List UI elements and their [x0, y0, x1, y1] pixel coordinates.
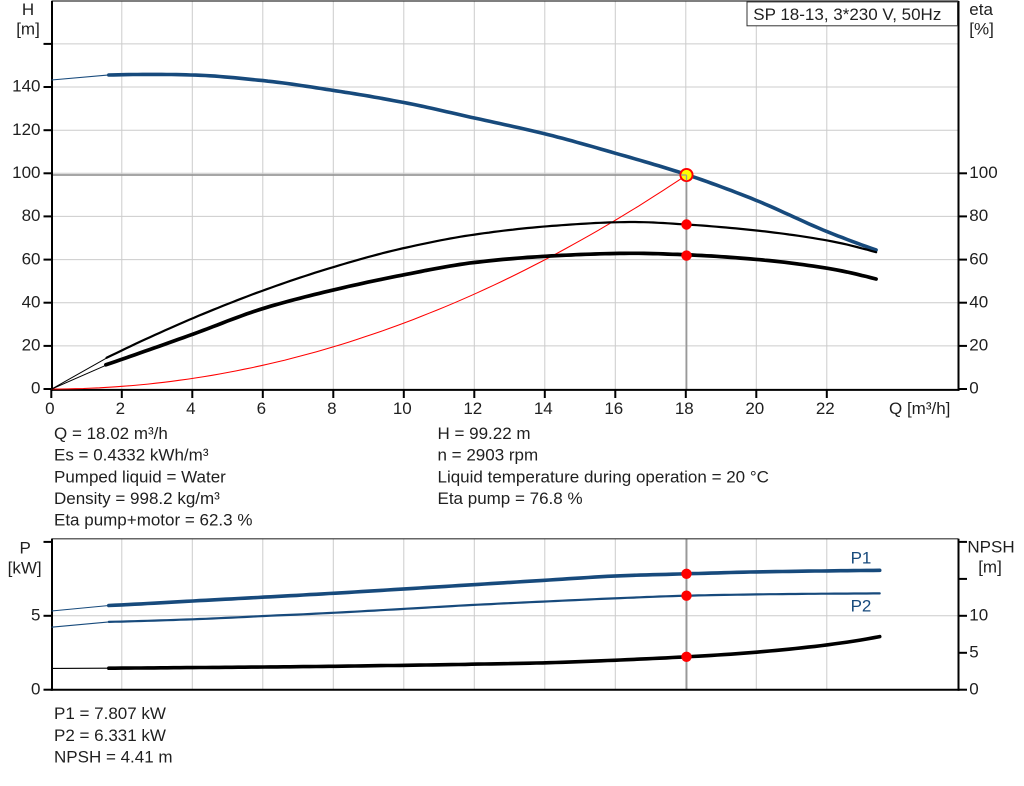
svg-text:P1 = 7.807 kW: P1 = 7.807 kW	[54, 704, 166, 723]
svg-text:[m]: [m]	[16, 20, 40, 39]
svg-text:Q = 18.02 m³/h: Q = 18.02 m³/h	[54, 424, 168, 443]
svg-text:60: 60	[969, 249, 988, 268]
svg-text:Q [m³/h]: Q [m³/h]	[889, 399, 950, 418]
svg-text:Es = 0.4332 kWh/m³: Es = 0.4332 kWh/m³	[54, 446, 209, 465]
svg-text:Density = 998.2 kg/m³: Density = 998.2 kg/m³	[54, 489, 220, 508]
svg-text:[%]: [%]	[969, 20, 994, 39]
svg-text:0: 0	[31, 379, 40, 398]
svg-text:H: H	[22, 0, 34, 19]
svg-text:80: 80	[969, 206, 988, 225]
svg-text:10: 10	[393, 399, 412, 418]
svg-text:120: 120	[12, 120, 40, 139]
svg-text:Liquid temperature during oper: Liquid temperature during operation = 20…	[438, 467, 769, 486]
svg-text:18: 18	[675, 399, 694, 418]
svg-text:[kW]: [kW]	[8, 559, 42, 578]
svg-text:0: 0	[45, 399, 54, 418]
svg-text:22: 22	[816, 399, 835, 418]
svg-text:40: 40	[969, 292, 988, 311]
svg-text:12: 12	[463, 399, 482, 418]
svg-text:P2 = 6.331 kW: P2 = 6.331 kW	[54, 726, 166, 745]
svg-text:5: 5	[31, 606, 40, 625]
svg-text:[m]: [m]	[978, 557, 1002, 576]
svg-text:20: 20	[745, 399, 764, 418]
svg-text:140: 140	[12, 77, 40, 96]
svg-text:20: 20	[969, 336, 988, 355]
svg-text:60: 60	[22, 249, 41, 268]
svg-text:P1: P1	[851, 548, 872, 567]
svg-text:5: 5	[969, 643, 978, 662]
svg-text:n = 2903 rpm: n = 2903 rpm	[438, 446, 539, 465]
svg-text:8: 8	[327, 399, 336, 418]
svg-text:P2: P2	[851, 597, 872, 616]
svg-text:SP 18-13, 3*230 V, 50Hz: SP 18-13, 3*230 V, 50Hz	[753, 5, 941, 24]
svg-text:80: 80	[22, 206, 41, 225]
svg-text:NPSH = 4.41 m: NPSH = 4.41 m	[54, 748, 173, 767]
svg-text:NPSH: NPSH	[967, 538, 1014, 557]
svg-text:14: 14	[534, 399, 553, 418]
svg-text:H = 99.22 m: H = 99.22 m	[438, 424, 531, 443]
svg-text:100: 100	[12, 163, 40, 182]
svg-text:0: 0	[969, 379, 978, 398]
svg-text:eta: eta	[969, 0, 993, 19]
svg-text:20: 20	[22, 336, 41, 355]
svg-text:2: 2	[116, 399, 125, 418]
svg-text:Pumped liquid = Water: Pumped liquid = Water	[54, 467, 226, 486]
svg-text:Eta pump = 76.8 %: Eta pump = 76.8 %	[438, 489, 583, 508]
svg-text:10: 10	[969, 606, 988, 625]
svg-text:0: 0	[31, 679, 40, 698]
svg-text:4: 4	[186, 399, 195, 418]
svg-text:Eta pump+motor = 62.3 %: Eta pump+motor = 62.3 %	[54, 511, 252, 530]
svg-text:16: 16	[604, 399, 623, 418]
svg-text:100: 100	[969, 163, 997, 182]
svg-text:P: P	[20, 538, 31, 557]
svg-text:40: 40	[22, 292, 41, 311]
svg-text:6: 6	[257, 399, 266, 418]
svg-text:0: 0	[969, 679, 978, 698]
